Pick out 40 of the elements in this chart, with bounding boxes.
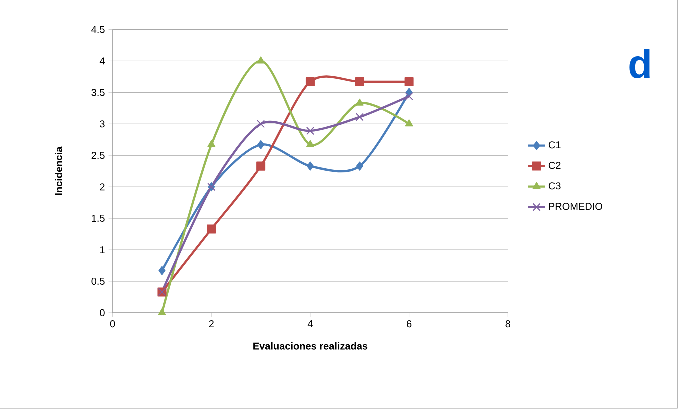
x-tick-label: 6 [407,320,412,328]
point [208,140,216,148]
point [356,113,364,122]
x-tick-label: 8 [506,320,510,328]
point [207,224,216,234]
point [257,120,266,128]
legend-label: C2 [548,162,561,170]
point [306,127,315,136]
x-axis-title: Evaluaciones realizadas [254,342,368,350]
point [306,140,314,148]
legend-label: C1 [548,142,561,149]
point [158,266,166,276]
point [158,308,166,316]
legend-label: PROMEDIO [549,203,602,210]
y-tick-label: 4 [100,58,105,65]
text: d [630,49,650,79]
y-tick-label: 2.5 [92,152,105,160]
point [405,92,414,101]
y-tick-label: 3.5 [92,89,105,96]
point [256,162,266,171]
y-tick-label: 3 [100,120,105,128]
y-tick-label: 0 [100,310,105,317]
y-tick-label: 1 [100,246,105,254]
point [257,56,266,64]
point [404,78,414,87]
y-tick-label: 4.5 [92,26,105,34]
y-axis-title: Incidencia [55,146,62,196]
x-tick-label: 0 [110,320,116,328]
point [355,78,364,87]
point [306,78,315,87]
x-tick-label: 4 [308,320,313,328]
y-tick-label: 0.5 [92,278,105,286]
point [356,162,364,171]
point [306,162,314,171]
point [405,120,414,127]
x-tick-label: 2 [209,320,214,328]
y-tick-label: 2 [100,184,105,191]
y-tick-label: 1.5 [92,215,105,222]
legend-label: C3 [548,182,561,190]
point [258,140,265,150]
